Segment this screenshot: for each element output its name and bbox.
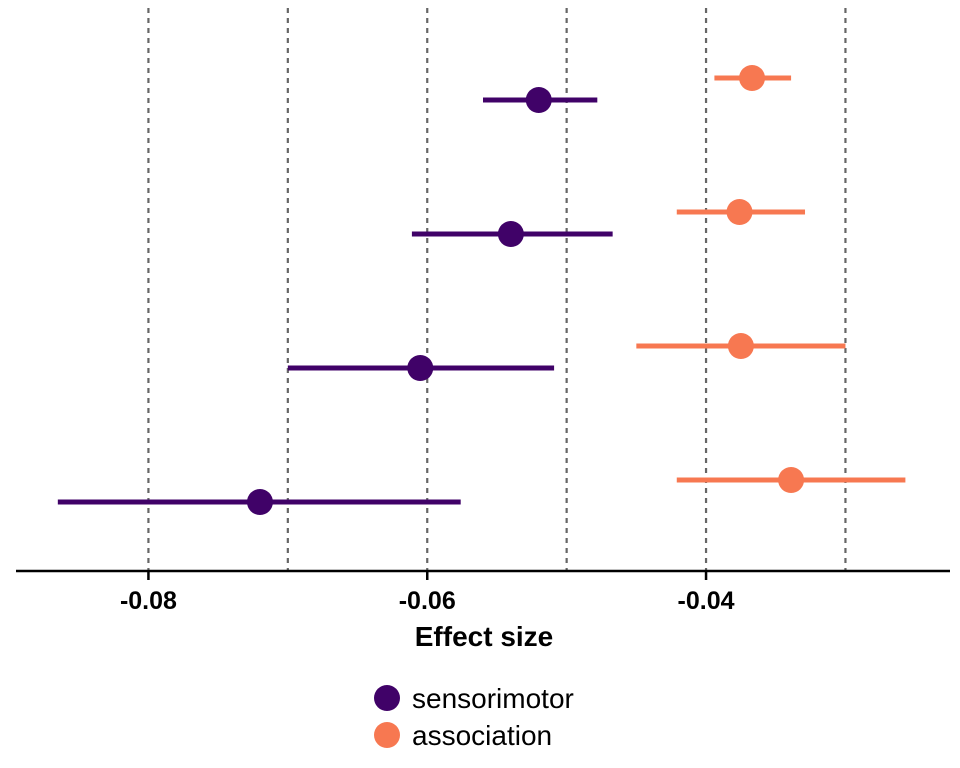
- x-axis-title: Effect size: [415, 621, 554, 652]
- legend: sensorimotor association: [374, 683, 574, 751]
- association-point: [726, 199, 753, 225]
- sensorimotor-legend-label: sensorimotor: [412, 683, 574, 714]
- reference-lines: [147, 8, 847, 571]
- point-estimates: [246, 65, 805, 515]
- sensorimotor-legend-key: [374, 685, 400, 711]
- association-point: [778, 467, 805, 493]
- sensorimotor-point: [246, 489, 273, 515]
- x-tick-label: -0.08: [120, 587, 177, 615]
- sensorimotor-point: [525, 87, 552, 113]
- association-legend-key: [374, 722, 400, 748]
- x-tick-label: -0.04: [678, 587, 735, 615]
- sensorimotor-point: [497, 221, 524, 247]
- association-legend-label: association: [412, 720, 552, 751]
- confidence-intervals: [57, 75, 906, 505]
- x-tick-label: -0.06: [399, 587, 456, 615]
- x-axis-ticks: -0.08 -0.06 -0.04: [120, 571, 735, 615]
- association-point: [727, 333, 754, 359]
- association-point: [739, 65, 766, 91]
- sensorimotor-point: [407, 355, 434, 381]
